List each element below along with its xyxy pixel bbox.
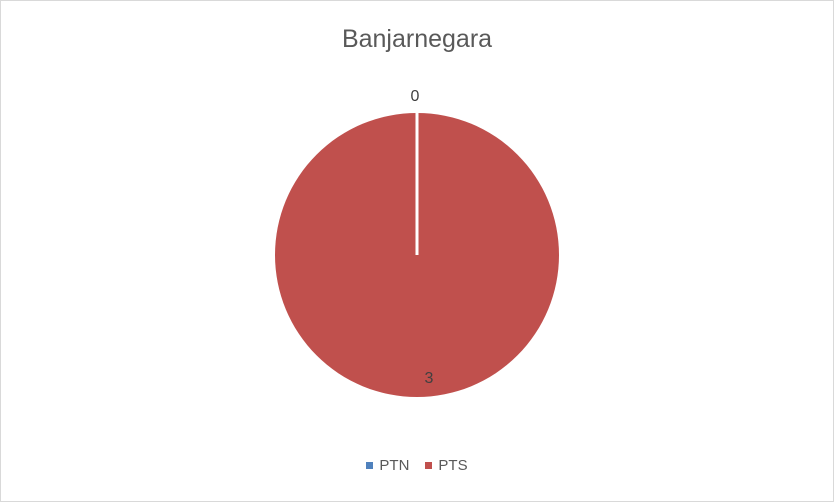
legend: PTN PTS <box>1 457 833 474</box>
legend-item-ptn: PTN <box>366 457 409 474</box>
legend-label-ptn: PTN <box>379 457 410 474</box>
legend-swatch-ptn <box>366 462 374 469</box>
legend-swatch-pts <box>425 462 433 469</box>
legend-label-pts: PTS <box>438 457 468 474</box>
chart-title: Banjarnegara <box>341 25 493 53</box>
data-label-ptn: 0 <box>411 88 420 105</box>
data-label-pts: 3 <box>425 370 434 387</box>
legend-item-pts: PTS <box>425 457 468 474</box>
